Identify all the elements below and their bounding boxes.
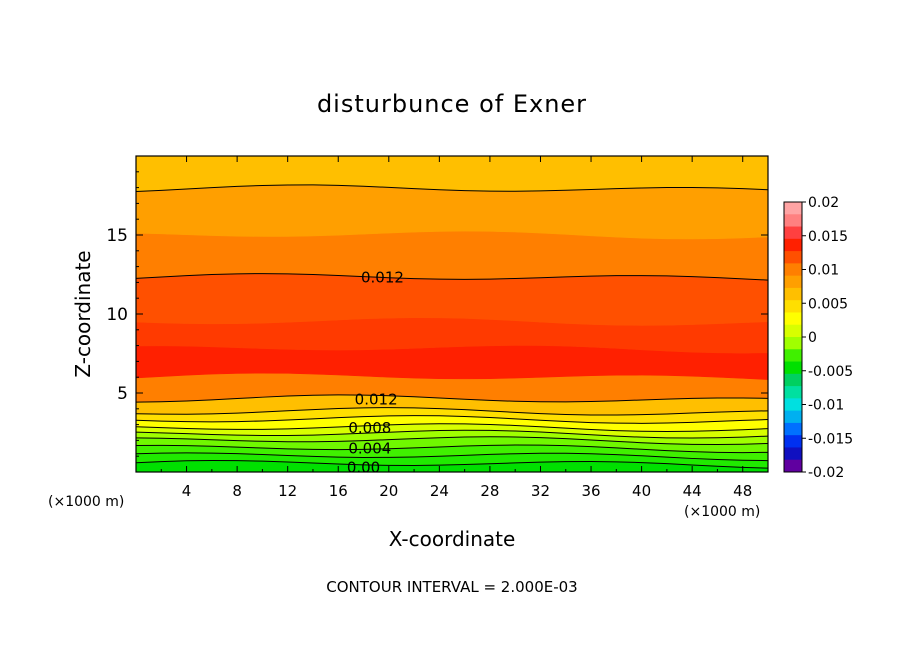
x-tick-label: 12 (278, 482, 297, 500)
contour-label-0: 0.012 (361, 269, 404, 287)
chart-title: disturbunce of Exner (317, 90, 587, 118)
colorbar-swatch (784, 386, 802, 399)
x-tick-label: 20 (379, 482, 398, 500)
colorbar-swatch (784, 202, 802, 215)
colorbar-label: -0.02 (808, 465, 844, 481)
contour-line-7 (135, 407, 769, 416)
colorbar: 0.02 0.015 0.01 0.005 0 -0.005 -0.01 -0.015 -0.0… (783, 195, 853, 481)
y-tick-label: 5 (117, 384, 128, 404)
colorbar-swatch (784, 337, 802, 350)
colorbar-label: 0 (808, 330, 817, 346)
colorbar-swatch (784, 422, 802, 436)
colorbar-swatch (784, 447, 802, 461)
contour-lines (135, 184, 769, 469)
x-tick-label: 16 (329, 482, 348, 500)
colorbar-swatch (784, 435, 802, 448)
x-tick-label: 40 (632, 482, 651, 500)
contour-label-2: 0.008 (348, 419, 391, 437)
contour-line-6 (135, 415, 769, 424)
x-unit-right: (×1000 m) (684, 504, 760, 520)
contour-label-1: 0.012 (355, 390, 398, 408)
x-tick-label: 48 (733, 482, 752, 500)
contour-line-8 (135, 394, 769, 403)
colorbar-swatch (784, 349, 802, 363)
colorbar-swatch (784, 312, 802, 326)
colorbar-swatch (784, 324, 802, 338)
colorbar-swatch (784, 238, 802, 252)
contour-interval-note: CONTOUR INTERVAL = 2.000E-03 (326, 578, 577, 596)
contour-line-5 (135, 423, 769, 433)
colorbar-label: -0.01 (808, 398, 844, 414)
colorbar-swatch (784, 459, 802, 473)
colorbar-swatch (784, 263, 802, 277)
y-tick-label: 10 (106, 305, 128, 325)
colorbar-label: 0.01 (808, 263, 839, 279)
x-axis-label: X-coordinate (389, 527, 516, 551)
colorbar-swatch (784, 410, 802, 424)
x-tick-label: 44 (683, 482, 702, 500)
contour-line-4 (135, 429, 769, 439)
colorbar-swatch (784, 214, 802, 228)
x-tick-label: 28 (480, 482, 499, 500)
y-axis: 5 10 15 (106, 171, 768, 457)
contour-band-12 (135, 273, 769, 326)
colorbar-label: 0.005 (808, 296, 848, 312)
colorbar-label: 0.02 (808, 195, 839, 211)
x-tick-label: 4 (182, 482, 192, 500)
contour-line-10 (135, 184, 769, 192)
colorbar-swatch (784, 251, 802, 264)
colorbar-label: 0.015 (808, 229, 848, 245)
contour-band-14 (135, 184, 769, 240)
x-tick-label: 36 (581, 482, 600, 500)
colorbar-swatch (784, 398, 802, 412)
colorbar-swatch (784, 373, 802, 387)
colorbar-swatch (784, 287, 802, 301)
x-tick-label: 32 (531, 482, 550, 500)
colorbar-label: -0.005 (808, 364, 853, 380)
colorbar-swatch (784, 275, 802, 289)
contour-label-3: 0.004 (348, 439, 391, 457)
x-axis: 4 8 12 16 20 24 28 32 36 40 44 48 (160, 156, 752, 500)
contour-line-1 (135, 452, 769, 462)
contour-line-0 (135, 459, 769, 469)
colorbar-swatch (784, 226, 802, 240)
x-tick-label: 24 (430, 482, 449, 500)
y-axis-label: Z-coordinate (71, 250, 95, 377)
contour-line-2 (135, 444, 769, 454)
contour-line-9 (135, 273, 769, 281)
x-tick-label: 8 (232, 482, 242, 500)
colorbar-swatch (784, 300, 802, 313)
colorbar-swatch (784, 361, 802, 375)
x-unit-left: (×1000 m) (48, 494, 124, 510)
y-tick-label: 15 (106, 226, 128, 246)
contour-label-4: 0.00 (347, 458, 380, 476)
contour-band-15 (135, 155, 769, 192)
colorbar-label: -0.015 (808, 431, 853, 447)
contour-line-3 (135, 436, 769, 446)
plot-area (135, 155, 769, 473)
